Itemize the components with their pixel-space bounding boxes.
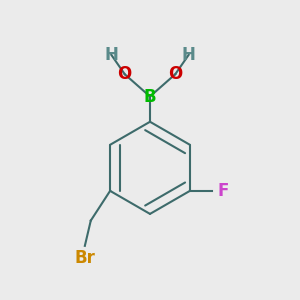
Text: B: B [144, 88, 156, 106]
Text: O: O [168, 65, 182, 83]
Text: F: F [218, 182, 229, 200]
Text: Br: Br [74, 249, 95, 267]
Text: H: H [182, 46, 196, 64]
Text: O: O [118, 65, 132, 83]
Text: H: H [104, 46, 118, 64]
